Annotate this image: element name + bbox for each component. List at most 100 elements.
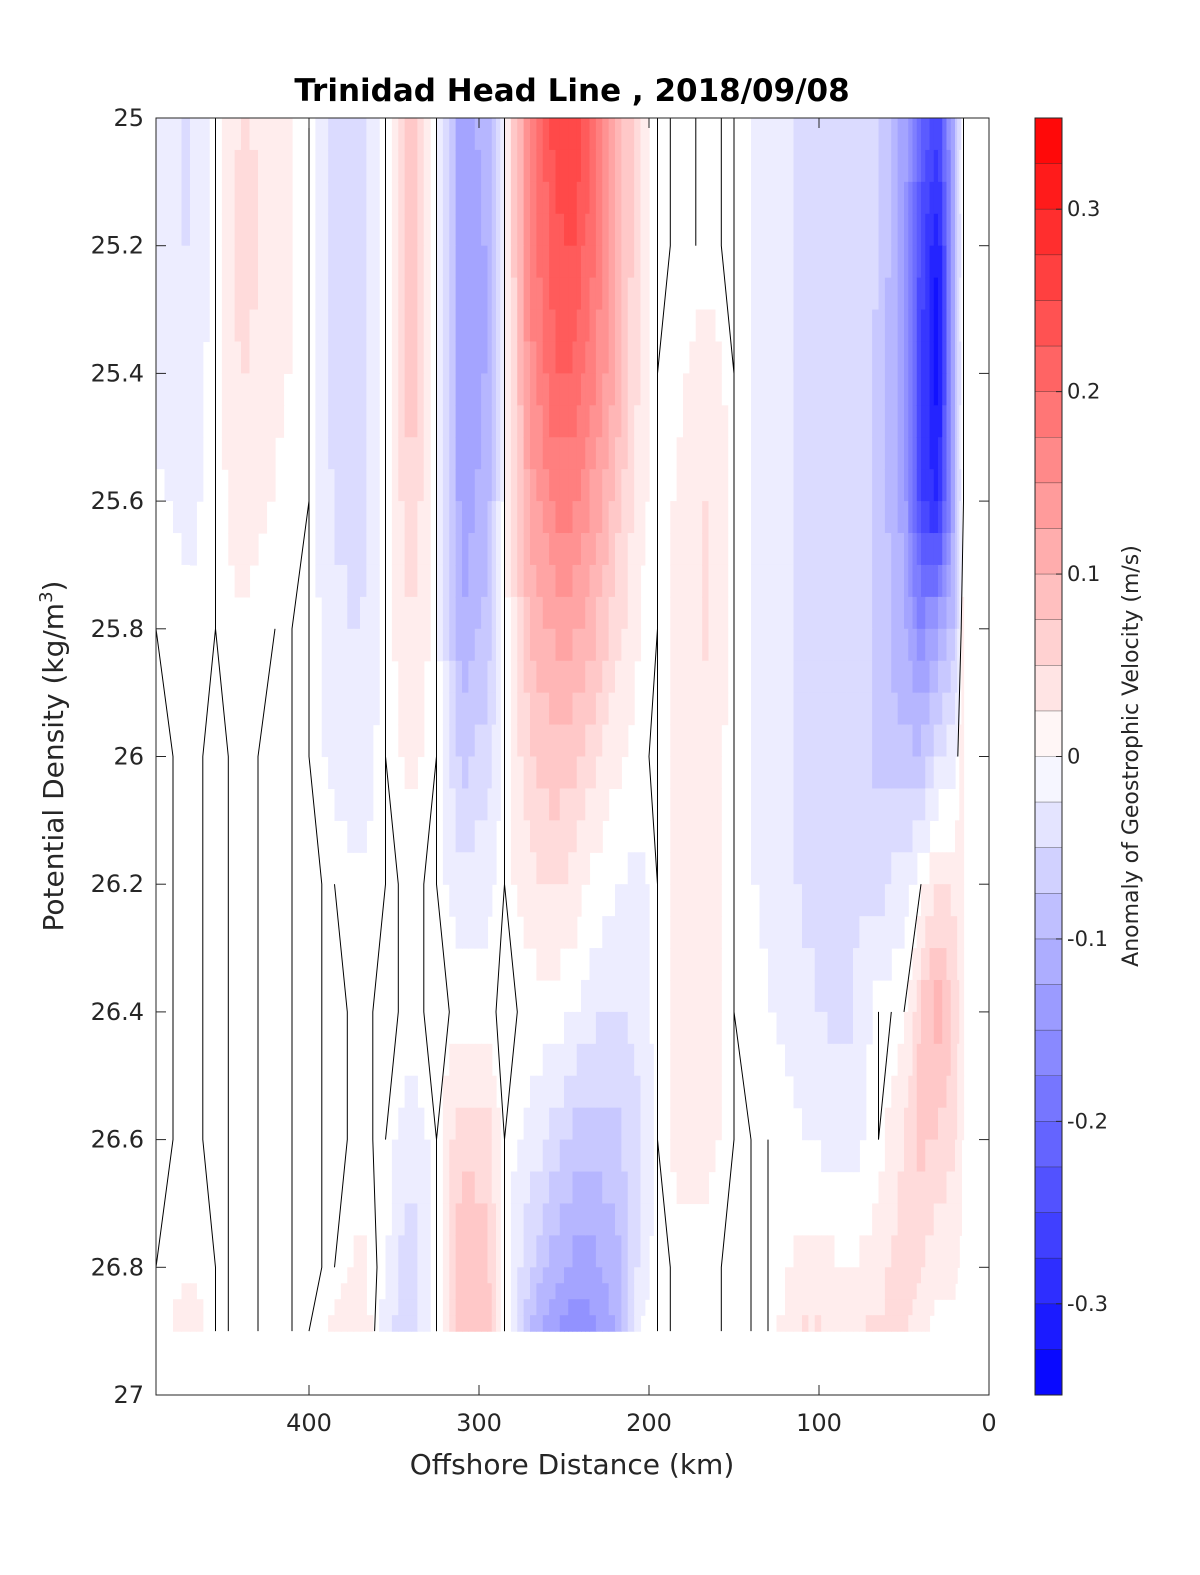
heatmap-cell [549,181,557,215]
heatmap-cell [846,309,854,343]
heatmap-cell [827,820,835,853]
heatmap-cell [423,1315,431,1332]
heatmap-cell [615,1139,622,1173]
heatmap-cell [865,181,873,215]
heatmap-cell [921,1043,926,1077]
heatmap-cell [912,564,918,598]
heatmap-cell [353,149,361,183]
heatmap-cell [751,341,761,374]
heatmap-cell [449,724,457,758]
heatmap-cell [950,149,956,183]
heatmap-cell [872,628,880,662]
heatmap-cell [938,213,943,247]
heatmap-cell [925,724,931,758]
heatmap-cell [536,788,544,821]
heatmap-cell [468,501,476,534]
heatmap-cell [249,405,259,438]
heatmap-cell [481,1043,489,1077]
heatmap-cell [542,628,550,662]
heatmap-cell [372,692,380,726]
heatmap-cell [366,692,374,726]
heatmap-cell [576,852,582,885]
heatmap-cell [608,309,616,343]
heatmap-cell [411,1267,418,1284]
heatmap-cell [411,1107,418,1141]
heatmap-cell [840,309,848,343]
heatmap-cell [627,1299,635,1316]
heatmap-cell [912,373,918,406]
heatmap-cell [398,1283,406,1300]
heatmap-cell [523,724,531,758]
heatmap-cell [950,1267,956,1284]
heatmap-cell [436,373,444,406]
heatmap-cell [925,948,931,981]
heatmap-cell [808,405,816,438]
heatmap-cell [768,916,778,949]
heatmap-cell [164,469,174,502]
heatmap-cell [585,533,591,566]
heatmap-cell [683,820,690,853]
heatmap-cell [164,309,174,343]
heatmap-cell [568,884,574,917]
heatmap-cell [328,309,336,343]
heatmap-cell [897,245,905,279]
heatmap-cell [695,628,703,662]
heatmap-cell [627,1075,635,1109]
heatmap-cell [702,501,710,534]
heatmap-cell [921,341,926,374]
heatmap-cell [961,916,965,949]
heatmap-cell [878,405,886,438]
heatmap-cell [559,181,565,215]
heatmap-cell [821,852,829,885]
heatmap-cell [523,660,531,694]
heatmap-cell [360,405,367,438]
heatmap-cell [589,660,597,694]
heatmap-cell [275,245,285,279]
heatmap-cell [840,1107,848,1141]
heatmap-cell [530,1315,537,1332]
heatmap-cell [581,341,586,374]
heatmap-cell [391,181,399,215]
heatmap-cell [921,309,926,343]
heatmap-cell [517,405,525,438]
heatmap-cell [555,692,561,726]
heatmap-cell [912,437,918,470]
heatmap-cell [859,852,867,885]
heatmap-cell [721,405,729,438]
heatmap-cell [621,1235,629,1268]
heatmap-cell [793,852,803,885]
heatmap-cell [572,916,578,949]
heatmap-cell [360,788,367,821]
heatmap-cell [481,916,489,949]
heatmap-cell [925,1315,931,1332]
heatmap-cell [793,628,803,662]
heatmap-cell [328,341,336,374]
heatmap-cell [785,1315,795,1332]
heatmap-cell [615,1171,622,1205]
heatmap-cell [449,1075,457,1109]
heatmap-cell [517,1171,525,1205]
heatmap-cell [946,1075,952,1109]
heatmap-cell [802,1107,809,1141]
heatmap-cell [228,277,236,311]
heatmap-cell [961,118,965,151]
heatmap-cell [904,533,909,566]
heatmap-cell [576,1043,582,1077]
heatmap-cell [595,1203,603,1236]
heatmap-cell [321,245,329,279]
heatmap-cell [785,724,795,758]
heatmap-cell [621,533,629,566]
zero-contour [957,118,964,757]
heatmap-cell [468,1139,476,1173]
heatmap-cell [942,469,948,502]
heatmap-cell [957,1235,960,1268]
heatmap-cell [449,1283,457,1300]
heatmap-cell [670,756,678,790]
heatmap-cell [933,341,939,374]
heatmap-cell [366,660,374,694]
heatmap-cell [925,820,931,853]
heatmap-cell [891,405,899,438]
heatmap-cell [640,469,646,502]
heatmap-cell [759,533,769,566]
heatmap-cell [585,596,591,630]
